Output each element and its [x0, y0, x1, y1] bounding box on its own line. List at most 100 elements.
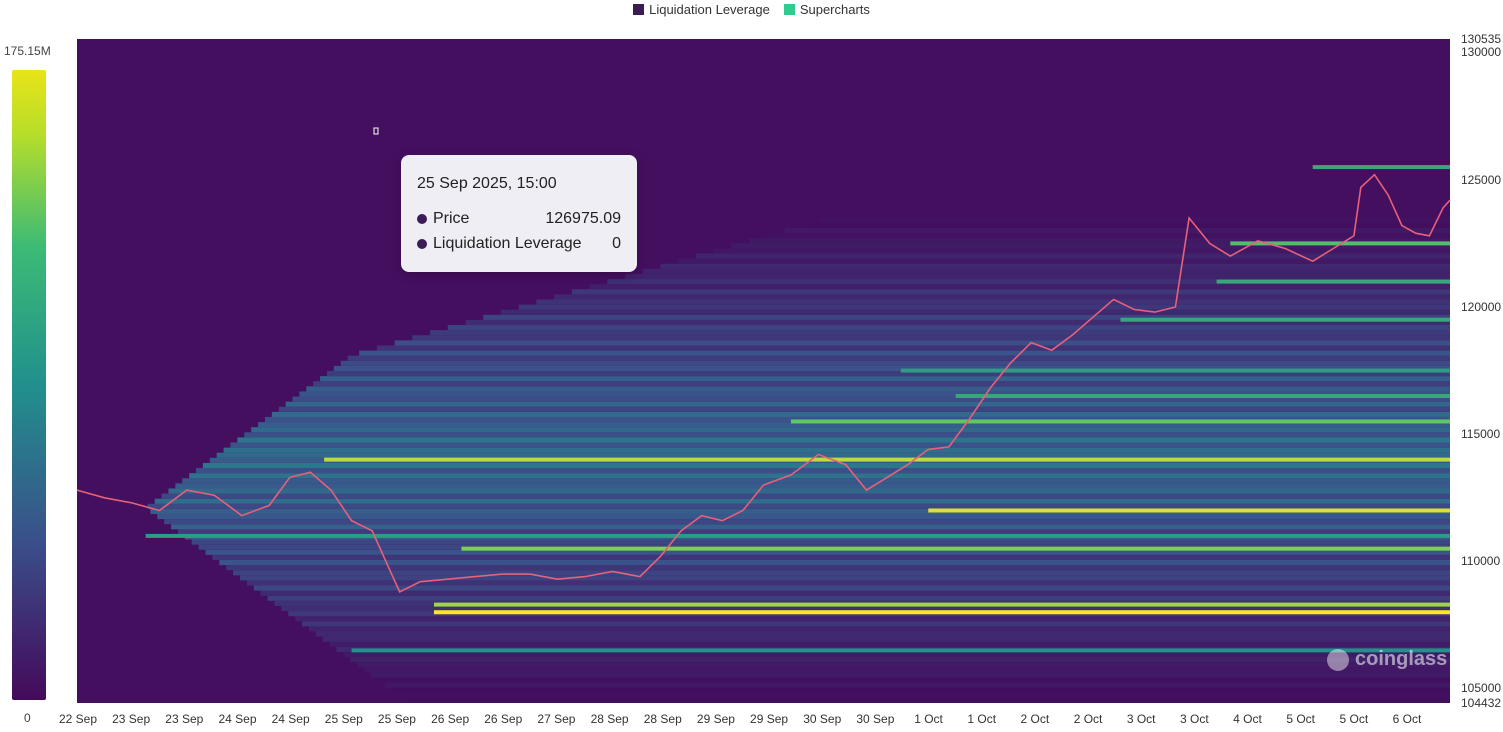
y-tick-label: 125000	[1461, 173, 1501, 187]
haze-band	[168, 488, 1450, 494]
haze-band	[202, 462, 1450, 469]
cursor-marker	[373, 127, 379, 135]
haze-band	[154, 498, 1450, 504]
haze-band	[500, 309, 1451, 315]
legend-item-0[interactable]: Liquidation Leverage	[633, 2, 770, 17]
x-tick-label: 4 Oct	[1233, 712, 1262, 726]
liquidation-band-0	[433, 610, 1451, 615]
haze-band	[244, 432, 1450, 438]
haze-band	[749, 238, 1450, 244]
liquidation-band-2	[928, 508, 1450, 513]
x-tick-label: 30 Sep	[803, 712, 841, 726]
price-series	[76, 173, 1451, 593]
tooltip-row-leverage: Liquidation Leverage 0	[417, 235, 621, 253]
x-tick-label: 22 Sep	[59, 712, 97, 726]
haze-band	[802, 222, 1450, 228]
haze-band	[260, 590, 1450, 596]
haze-band	[518, 304, 1450, 310]
haze-band	[483, 314, 1450, 320]
haze-band	[589, 284, 1450, 290]
haze-band	[205, 549, 1451, 555]
haze-band	[164, 519, 1451, 525]
liquidation-band-8	[1120, 317, 1450, 322]
haze-band	[313, 381, 1450, 387]
haze-band	[196, 468, 1450, 474]
x-axis: 22 Sep 23 Sep 23 Sep 24 Sep 24 Sep 25 Sep 25 S…	[59, 712, 1422, 726]
x-tick-label: 25 Sep	[378, 712, 416, 726]
color-scale-bar	[12, 70, 46, 700]
haze-band	[678, 258, 1450, 264]
y-tick-label: 110000	[1461, 554, 1500, 568]
x-tick-label: 26 Sep	[484, 712, 522, 726]
x-tick-label: 29 Sep	[750, 712, 788, 726]
haze-band	[308, 626, 1450, 632]
y-tick-label: 115000	[1461, 427, 1500, 441]
haze-band	[819, 217, 1450, 223]
haze-band	[281, 605, 1450, 612]
haze-band	[267, 595, 1451, 601]
haze-band	[292, 396, 1451, 402]
haze-band	[253, 585, 1450, 591]
haze-band	[306, 386, 1450, 392]
x-tick-label: 25 Sep	[325, 712, 363, 726]
haze-band	[731, 243, 1450, 249]
x-tick-label: 30 Sep	[856, 712, 894, 726]
haze-band	[219, 559, 1451, 566]
tooltip-leverage-value: 0	[612, 235, 621, 252]
haze-band	[536, 299, 1450, 305]
haze-band	[329, 641, 1451, 647]
haze-band	[784, 227, 1450, 234]
x-tick-label: 24 Sep	[218, 712, 256, 726]
legend-swatch-icon	[783, 3, 795, 15]
x-tick-label: 1 Oct	[914, 712, 943, 726]
haze-band	[384, 682, 1451, 688]
haze-band	[226, 565, 1451, 571]
y-tick-label: 130535	[1461, 32, 1501, 46]
tooltip: 25 Sep 2025, 15:00 Price 126975.09 Liqui…	[401, 155, 637, 272]
haze-band	[333, 365, 1451, 371]
liquidation-band-12	[351, 648, 1451, 653]
price-line	[76, 173, 1451, 593]
haze-band	[766, 233, 1450, 239]
haze-band	[391, 687, 1450, 693]
haze-band	[230, 442, 1451, 448]
colorbar-max-label: 175.15M	[4, 44, 51, 58]
x-tick-label: 28 Sep	[644, 712, 682, 726]
haze-band	[625, 273, 1450, 280]
watermark-text: coinglass	[1355, 648, 1448, 670]
chart-legend: Liquidation Leverage Supercharts	[0, 0, 1503, 18]
legend-item-1[interactable]: Supercharts	[783, 1, 870, 17]
haze-band	[713, 248, 1450, 254]
haze-band	[607, 279, 1450, 285]
tooltip-price-label: Price	[433, 210, 470, 227]
haze-band	[251, 427, 1450, 433]
series-dot-icon	[417, 239, 427, 249]
haze-band	[357, 662, 1450, 668]
x-tick-label: 24 Sep	[272, 712, 310, 726]
haze-band	[299, 391, 1450, 397]
haze-band	[322, 636, 1451, 642]
haze-band	[359, 350, 1450, 356]
tooltip-title: 25 Sep 2025, 15:00	[417, 175, 557, 192]
haze-band	[147, 503, 1450, 509]
haze-band	[347, 355, 1450, 361]
liquidation-band-1	[433, 602, 1451, 607]
x-tick-label: 26 Sep	[431, 712, 469, 726]
tooltip-price-value: 126975.09	[545, 210, 621, 227]
colorbar-min-label: 0	[24, 711, 31, 725]
legend-label: Supercharts	[799, 1, 870, 17]
liquidation-band-13	[145, 533, 1450, 538]
liquidation-band-5	[955, 394, 1450, 399]
haze-band	[171, 524, 1451, 530]
haze-band	[295, 616, 1450, 622]
haze-band	[240, 575, 1450, 581]
haze-band	[315, 631, 1451, 637]
y-tick-label: 104432	[1461, 696, 1501, 710]
haze-band	[377, 677, 1451, 683]
haze-band	[695, 253, 1450, 259]
haze-band	[216, 452, 1450, 458]
x-tick-label: 1 Oct	[967, 712, 996, 726]
haze-band	[398, 692, 1450, 698]
